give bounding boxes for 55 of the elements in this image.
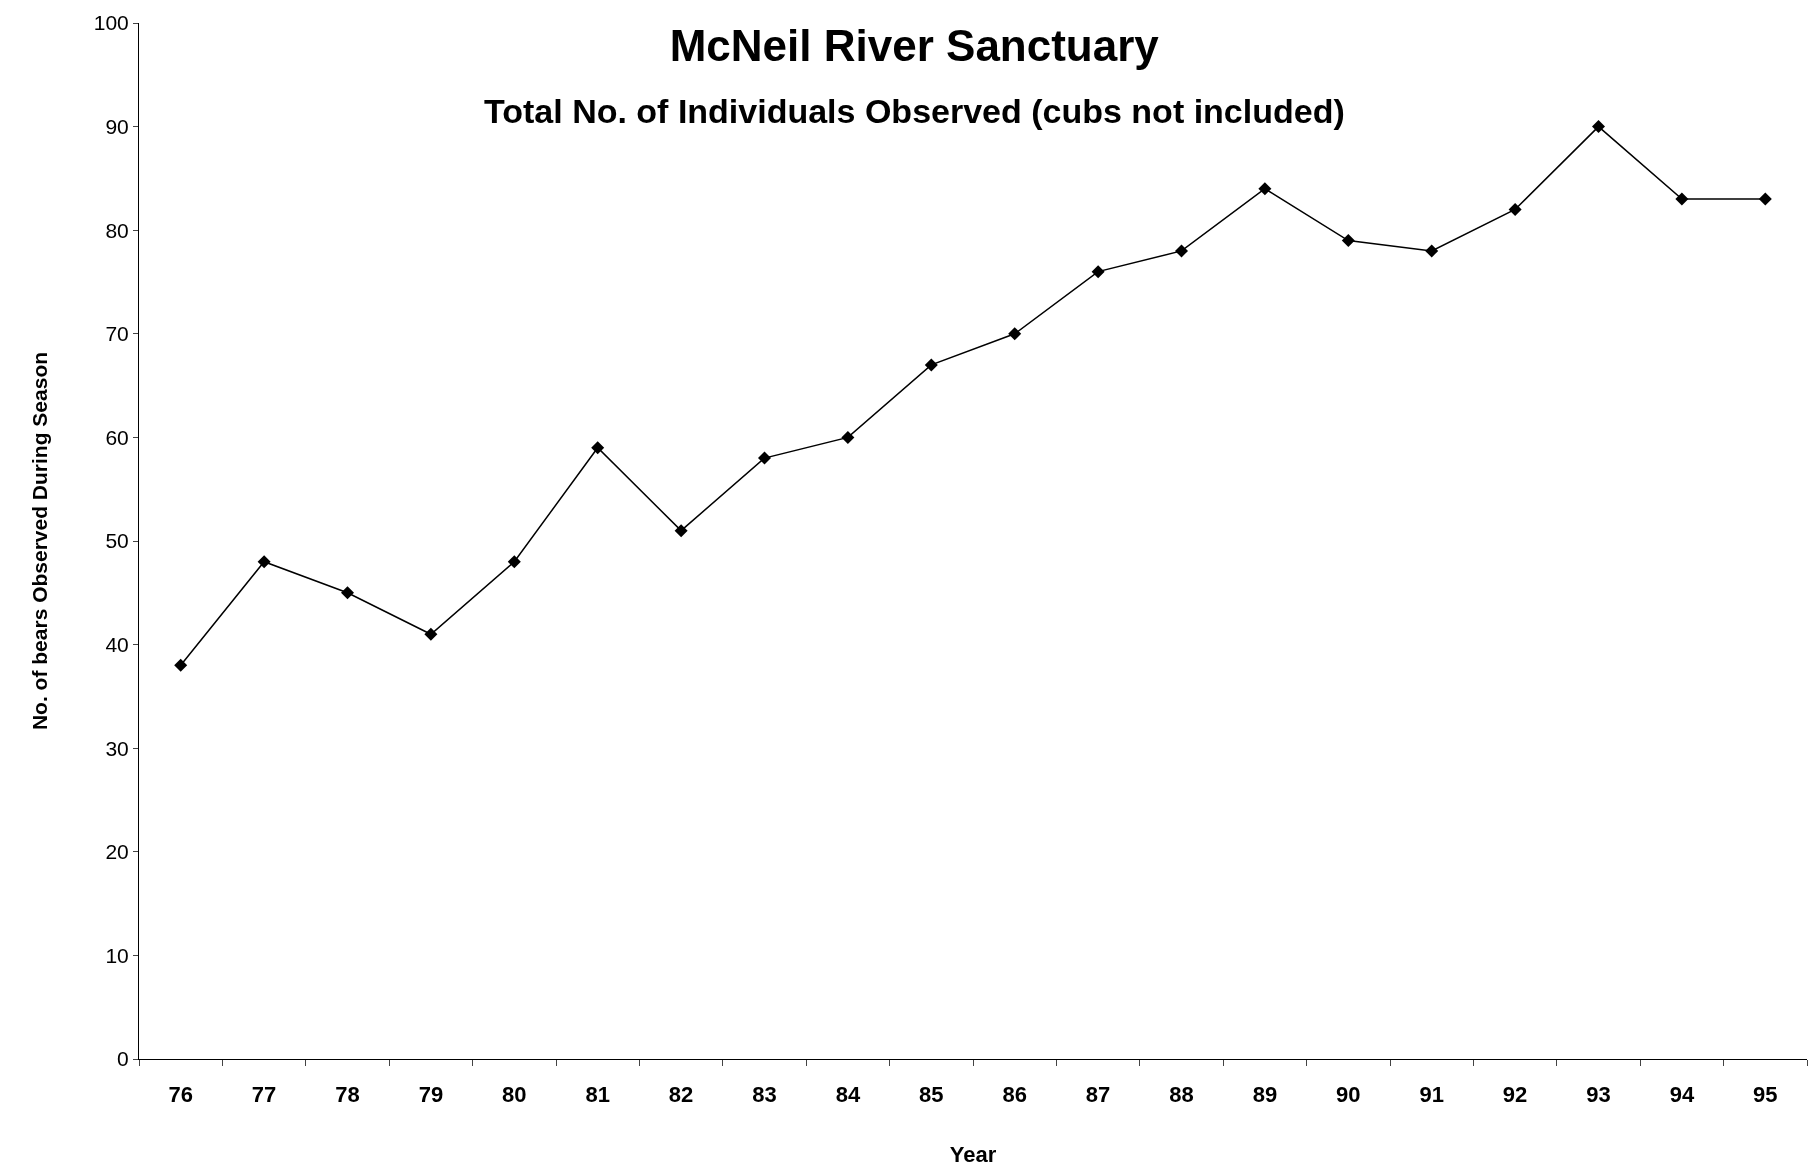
y-tick-label: 100 bbox=[93, 11, 129, 35]
x-tick-label: 92 bbox=[1502, 1082, 1528, 1108]
y-tick-label: 90 bbox=[105, 114, 129, 138]
y-tick-label: 0 bbox=[117, 1047, 129, 1071]
x-tick-label: 81 bbox=[585, 1082, 610, 1108]
y-tick-label: 30 bbox=[105, 736, 129, 760]
y-tick-label: 70 bbox=[105, 322, 129, 346]
x-tick-label: 79 bbox=[418, 1082, 444, 1108]
point bbox=[591, 441, 605, 455]
point bbox=[1592, 120, 1605, 134]
x-tick-label: 91 bbox=[1419, 1082, 1444, 1108]
y-tick-label: 60 bbox=[105, 425, 129, 449]
chart-title: McNeil River Sanctuary bbox=[669, 21, 1160, 71]
x-tick-label: 78 bbox=[335, 1082, 360, 1108]
y-axis-title: No. of bears Observed During Season bbox=[27, 351, 51, 731]
point bbox=[1258, 182, 1272, 196]
x-tick-label: 76 bbox=[168, 1082, 193, 1108]
y-tick-label: 40 bbox=[105, 632, 129, 656]
point bbox=[924, 358, 938, 372]
x-tick-label: 82 bbox=[668, 1082, 694, 1108]
y-tick-label: 20 bbox=[105, 840, 129, 864]
x-tick-label: 89 bbox=[1252, 1082, 1278, 1108]
x-tick-label: 90 bbox=[1336, 1082, 1361, 1108]
point bbox=[758, 451, 771, 465]
y-tick-label: 10 bbox=[105, 943, 129, 967]
x-tick-label: 77 bbox=[251, 1082, 277, 1108]
x-tick-label: 80 bbox=[502, 1082, 527, 1108]
point bbox=[507, 555, 521, 569]
point bbox=[341, 586, 354, 600]
point bbox=[1508, 202, 1522, 216]
point bbox=[1091, 265, 1105, 279]
x-tick-label: 94 bbox=[1669, 1082, 1695, 1108]
point bbox=[1341, 234, 1355, 248]
point bbox=[257, 555, 271, 569]
point bbox=[1425, 244, 1439, 258]
point bbox=[424, 627, 438, 641]
text: Total No. of Individuals Observed (cubs not included) bbox=[484, 92, 1345, 130]
x-tick-label: 88 bbox=[1169, 1082, 1194, 1108]
point bbox=[674, 524, 688, 538]
point bbox=[1675, 192, 1689, 206]
x-tick-label: 93 bbox=[1586, 1082, 1611, 1108]
x-tick-label: 87 bbox=[1085, 1082, 1111, 1108]
point bbox=[841, 430, 855, 444]
x-tick-label: 85 bbox=[919, 1082, 944, 1108]
x-tick-label: 86 bbox=[1002, 1082, 1027, 1108]
point bbox=[174, 658, 188, 672]
x-tick-label: 84 bbox=[835, 1082, 861, 1108]
point bbox=[1008, 327, 1022, 341]
x-tick-label: 95 bbox=[1753, 1082, 1778, 1108]
point bbox=[1175, 244, 1188, 258]
x-axis-title: Year bbox=[949, 1142, 997, 1167]
x-tick-label: 83 bbox=[752, 1082, 777, 1108]
y-tick-label: 80 bbox=[105, 218, 129, 242]
y-tick-label: 50 bbox=[105, 529, 129, 553]
point bbox=[1758, 192, 1772, 206]
